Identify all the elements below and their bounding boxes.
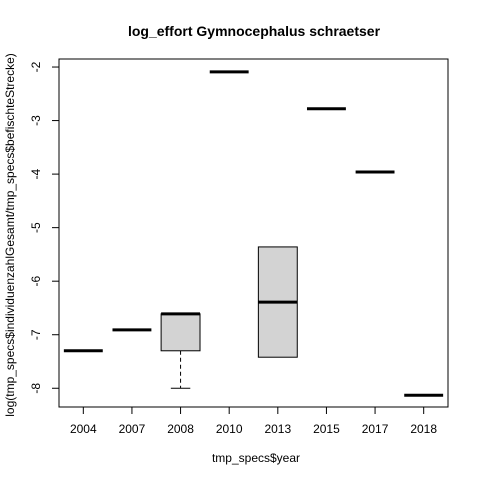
y-tick-label: -8	[29, 383, 43, 394]
box-2008	[160, 312, 201, 389]
x-tick-label: 2007	[119, 422, 146, 436]
y-axis: -8 -7 -6 -5 -4 -3 -2	[29, 61, 59, 394]
x-tick-label: 2008	[167, 422, 194, 436]
y-axis-label: log(tmp_specs$individuenzahlGesamt/tmp_s…	[3, 53, 17, 417]
y-tick-label: -2	[29, 61, 43, 72]
box-2013	[257, 246, 298, 358]
y-tick-label: -7	[29, 329, 43, 340]
y-tick-label: -6	[29, 276, 43, 287]
x-tick-label: 2013	[264, 422, 291, 436]
x-tick-label: 2010	[216, 422, 243, 436]
boxes	[63, 70, 444, 397]
x-tick-label: 2004	[70, 422, 97, 436]
x-axis: 2004 2007 2008 2010 2013 2015 2017 2018	[70, 407, 437, 436]
y-tick-label: -5	[29, 222, 43, 233]
plot-frame	[58, 58, 449, 408]
y-tick-label: -4	[29, 168, 43, 179]
x-axis-label: tmp_specs$year	[212, 451, 300, 465]
x-tick-label: 2015	[313, 422, 340, 436]
chart-title: log_effort Gymnocephalus schraetser	[128, 23, 381, 39]
y-tick-label: -3	[29, 115, 43, 126]
x-tick-label: 2017	[362, 422, 389, 436]
x-tick-label: 2018	[410, 422, 437, 436]
box-body	[160, 313, 201, 352]
